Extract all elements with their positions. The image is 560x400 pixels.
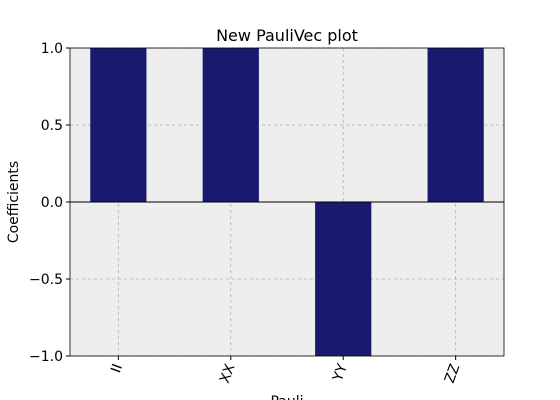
x-tick-label: ZZ bbox=[442, 362, 464, 386]
chart-title: New PauliVec plot bbox=[216, 26, 358, 45]
x-tick-label: XX bbox=[217, 362, 239, 386]
bar bbox=[90, 48, 147, 202]
y-tick-label: 0.5 bbox=[41, 118, 63, 134]
x-tick-label: II bbox=[108, 362, 126, 375]
plot-frame bbox=[69, 47, 505, 357]
y-tick-label: 1.0 bbox=[41, 41, 63, 57]
y-tick-label: −1.0 bbox=[29, 349, 63, 365]
y-tick-label: −0.5 bbox=[29, 272, 63, 288]
x-axis-label: Pauli bbox=[270, 394, 303, 400]
bar bbox=[315, 202, 372, 356]
x-tick-label: YY bbox=[330, 361, 351, 384]
y-tick-label: 0.0 bbox=[41, 195, 63, 211]
bar bbox=[202, 48, 259, 202]
y-axis-label: Coefficients bbox=[6, 161, 22, 243]
bar bbox=[427, 48, 484, 202]
